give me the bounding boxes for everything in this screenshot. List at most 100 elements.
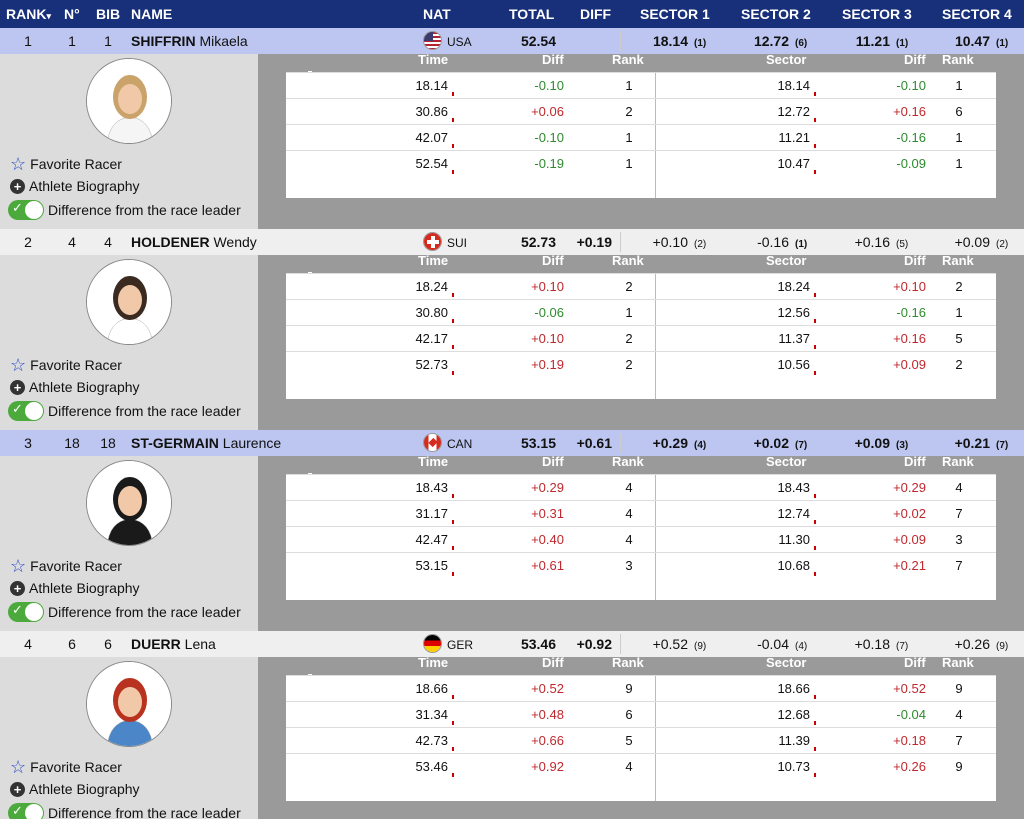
- split-diff: +0.52: [531, 681, 564, 696]
- athlete-summary-row[interactable]: 4 6 6 DUERR Lena GER 53.46 +0.92 +0.52 (9…: [0, 631, 1024, 657]
- sector-diff: +0.09: [893, 532, 926, 547]
- sector-value: -0.04: [757, 636, 789, 652]
- plus-circle-icon[interactable]: +: [10, 580, 25, 596]
- bib: 1: [104, 33, 112, 49]
- athlete-biography-label: Athlete Biography: [29, 580, 140, 596]
- sector-rank-cell: 5: [955, 331, 963, 346]
- split-diff: +0.48: [531, 707, 564, 722]
- favorite-racer-link[interactable]: ☆ Favorite Racer: [10, 355, 122, 375]
- favorite-racer-label: Favorite Racer: [30, 357, 122, 373]
- difference-toggle[interactable]: ✓: [8, 200, 44, 220]
- sector-rank-cell: 9: [955, 681, 963, 696]
- sector-rank-cell: 1: [955, 305, 963, 320]
- sector-3-result: 11.21 (1): [840, 33, 909, 49]
- sector-rank-cell: 2: [955, 357, 963, 372]
- split-rank: 2: [625, 331, 633, 346]
- difference-toggle[interactable]: ✓: [8, 401, 44, 421]
- sector-time: 10.73: [777, 759, 810, 774]
- star-icon[interactable]: ☆: [10, 556, 27, 576]
- split-row: 18.14 -0.10 1 18.14 -0.10 1: [286, 72, 996, 98]
- sector-1-result: +0.29 (4): [638, 435, 707, 451]
- sector-rank-cell: 9: [955, 759, 963, 774]
- athlete-biography-link[interactable]: + Athlete Biography: [10, 781, 140, 797]
- col-rank: Rank: [612, 454, 644, 469]
- plus-circle-icon[interactable]: +: [10, 379, 25, 395]
- splits-table: Time Diff Rank Sector Diff Rank 1 18.14 …: [286, 52, 996, 198]
- split-rank: 4: [625, 532, 633, 547]
- athlete-detail-panel: ☆ Favorite Racer + Athlete Biography ✓ D…: [0, 52, 1024, 229]
- star-icon[interactable]: ☆: [10, 757, 27, 777]
- star-icon[interactable]: ☆: [10, 154, 27, 174]
- avatar: [86, 460, 172, 546]
- athlete-summary-row[interactable]: 3 18 18 ST-GERMAIN Laurence CAN 53.15 +0…: [0, 430, 1024, 456]
- sort-arrow-icon[interactable]: ▾: [46, 11, 51, 21]
- sector-diff: -0.10: [896, 78, 926, 93]
- split-row: 53.15 +0.61 3 10.68 +0.21 7: [286, 552, 996, 578]
- sector-rank: (5): [896, 239, 909, 250]
- sector-marker: [814, 520, 816, 524]
- table-divider: [655, 72, 656, 198]
- split-rank: 1: [625, 156, 633, 171]
- difference-toggle[interactable]: ✓: [8, 602, 44, 622]
- favorite-racer-link[interactable]: ☆ Favorite Racer: [10, 154, 122, 174]
- sector-rank-cell: 1: [955, 156, 963, 171]
- split-time: 31.17: [415, 506, 448, 521]
- table-divider: [655, 474, 656, 600]
- plus-circle-icon[interactable]: +: [10, 178, 25, 194]
- athlete-name[interactable]: DUERR Lena: [131, 636, 216, 652]
- sector-rank: (2): [694, 239, 707, 250]
- splits-table: Time Diff Rank Sector Diff Rank 1 18.43 …: [286, 454, 996, 600]
- split-row: 31.34 +0.48 6 12.68 -0.04 4: [286, 701, 996, 727]
- athlete-name[interactable]: SHIFFRIN Mikaela: [131, 33, 248, 49]
- sector-rank: (1): [795, 239, 808, 250]
- sector-diff: -0.04: [896, 707, 926, 722]
- finish-flag-icon: ⚑: [302, 355, 316, 372]
- athlete-biography-label: Athlete Biography: [29, 379, 140, 395]
- athlete-biography-link[interactable]: + Athlete Biography: [10, 580, 140, 596]
- sector-time: 11.30: [778, 532, 810, 547]
- sector-diff: +0.16: [893, 104, 926, 119]
- sector-time: 10.68: [777, 558, 810, 573]
- athlete-photo-icon: [87, 662, 171, 746]
- sector-time: 12.74: [777, 506, 810, 521]
- col-sector-diff: Diff: [904, 655, 926, 670]
- split-diff: -0.06: [534, 305, 564, 320]
- sector-rank: (7): [795, 440, 808, 451]
- split-marker: [452, 319, 454, 323]
- split-time: 42.73: [415, 733, 448, 748]
- favorite-racer-label: Favorite Racer: [30, 558, 122, 574]
- athlete-summary-row[interactable]: 2 4 4 HOLDENER Wendy SUI 52.73 +0.19 +0.…: [0, 229, 1024, 255]
- sector-diff: -0.09: [896, 156, 926, 171]
- split-time: 18.24: [415, 279, 448, 294]
- star-icon[interactable]: ☆: [10, 355, 27, 375]
- difference-toggle[interactable]: ✓: [8, 803, 44, 819]
- divider: [620, 433, 621, 453]
- athlete-name[interactable]: ST-GERMAIN Laurence: [131, 435, 281, 451]
- favorite-racer-link[interactable]: ☆ Favorite Racer: [10, 556, 122, 576]
- sector-diff: +0.52: [893, 681, 926, 696]
- sector-value: +0.09: [954, 234, 990, 250]
- athlete-photo-icon: [87, 59, 171, 143]
- header-total: TOTAL: [509, 6, 555, 22]
- header-rank[interactable]: RANK▾: [6, 6, 51, 22]
- athlete-first-name: Mikaela: [199, 33, 248, 49]
- favorite-racer-link[interactable]: ☆ Favorite Racer: [10, 757, 122, 777]
- plus-circle-icon[interactable]: +: [10, 781, 25, 797]
- header-nat: NAT: [423, 6, 451, 22]
- start-number: 4: [68, 234, 76, 250]
- athlete-name[interactable]: HOLDENER Wendy: [131, 234, 257, 250]
- athlete-biography-link[interactable]: + Athlete Biography: [10, 379, 140, 395]
- split-rank: 2: [625, 104, 633, 119]
- athlete-biography-label: Athlete Biography: [29, 178, 140, 194]
- header-diff: DIFF: [580, 6, 612, 22]
- split-rank: 2: [625, 279, 633, 294]
- split-diff: -0.10: [534, 78, 564, 93]
- difference-label: Difference from the race leader: [48, 403, 241, 419]
- athlete-biography-link[interactable]: + Athlete Biography: [10, 178, 140, 194]
- sector-value: +0.18: [854, 636, 890, 652]
- athlete-summary-row[interactable]: 1 1 1 SHIFFRIN Mikaela USA 52.54 18.14 (1…: [0, 28, 1024, 54]
- sector-time: 11.21: [778, 130, 810, 145]
- splits-panel: Time Diff Rank Sector Diff Rank 1 18.43 …: [258, 454, 1024, 631]
- split-diff: +0.66: [531, 733, 564, 748]
- sector-4-result: +0.26 (9): [940, 636, 1009, 652]
